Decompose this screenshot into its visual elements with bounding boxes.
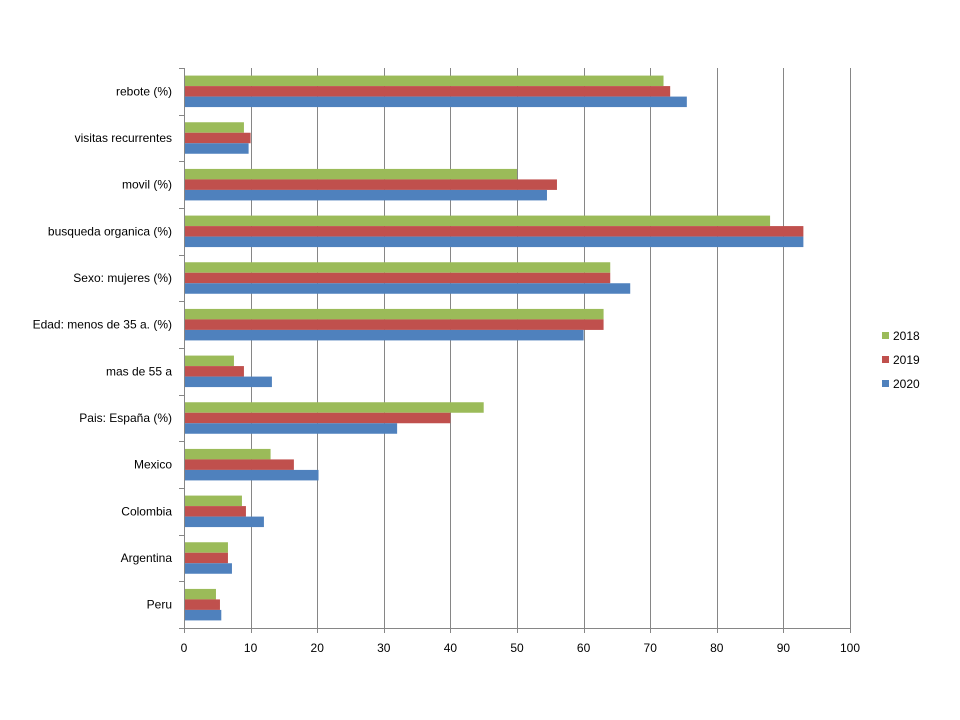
- x-tick-label: 70: [644, 641, 658, 655]
- bar-2020: [185, 609, 222, 621]
- category-label: movil (%): [122, 178, 172, 192]
- bar-2020: [185, 376, 272, 388]
- legend-label: 2019: [893, 353, 920, 367]
- category-label: rebote (%): [116, 84, 172, 98]
- bar-2018: [185, 448, 271, 460]
- bar-2019: [185, 86, 671, 97]
- x-tick-label: 60: [577, 641, 591, 655]
- bar-2018: [185, 75, 664, 87]
- category-label: mas de 55 a: [106, 364, 172, 378]
- x-tick-label: 80: [710, 641, 724, 655]
- category-label: busqueda organica (%): [48, 224, 172, 238]
- category-label: Mexico: [134, 458, 172, 472]
- bar-2020: [185, 516, 264, 528]
- x-tick-label: 0: [181, 641, 188, 655]
- legend: 2018 2019 2020: [882, 329, 920, 391]
- legend-label: 2018: [893, 329, 920, 343]
- category-labels: rebote (%) visitas recurrentes movil (%) bu…: [33, 84, 173, 611]
- bar-2018: [185, 495, 242, 507]
- bar-2018: [185, 168, 517, 180]
- x-tick-label: 10: [244, 641, 258, 655]
- bar-2019: [185, 319, 604, 330]
- bar-2020: [185, 563, 232, 574]
- category-label: Peru: [147, 598, 172, 612]
- bar-2018: [185, 122, 244, 133]
- legend-swatch-2020: [882, 380, 889, 387]
- bar-2018: [185, 402, 484, 413]
- legend-swatch-2019: [882, 356, 889, 363]
- bar-2020: [185, 283, 631, 294]
- x-tick-label: 100: [840, 641, 860, 655]
- category-label: visitas recurrentes: [75, 131, 172, 145]
- bar-2018: [185, 262, 611, 273]
- bar-2020: [185, 96, 687, 108]
- bar-2020: [185, 469, 319, 481]
- bar-2020: [185, 189, 547, 201]
- x-tick-labels: 0 10 20 30 40 50 60 70 80 90 100: [181, 641, 861, 655]
- bar-2020: [185, 143, 249, 154]
- legend-label: 2020: [893, 377, 920, 391]
- x-tick-label: 20: [311, 641, 325, 655]
- bar-2019: [185, 506, 246, 517]
- bar-2019: [185, 552, 228, 564]
- bar-2019: [185, 599, 220, 610]
- bar-2019: [185, 412, 451, 424]
- x-tick-label: 90: [777, 641, 791, 655]
- bar-2020: [185, 329, 584, 341]
- x-tick-label: 30: [377, 641, 391, 655]
- category-label: Sexo: mujeres (%): [73, 271, 172, 285]
- x-tick-label: 40: [444, 641, 458, 655]
- bar-2018: [185, 588, 216, 600]
- bar-2018: [185, 355, 234, 367]
- bar-2019: [185, 459, 294, 470]
- x-tick-label: 50: [510, 641, 524, 655]
- bar-2019: [185, 272, 611, 284]
- bar-2018: [185, 542, 228, 553]
- axes: [179, 68, 851, 633]
- bar-2019: [185, 226, 804, 237]
- bar-2019: [185, 366, 244, 377]
- bar-2019: [185, 132, 251, 144]
- bar-2020: [185, 236, 804, 248]
- category-label: Colombia: [121, 504, 172, 518]
- legend-swatch-2018: [882, 332, 889, 339]
- category-label: Edad: menos de 35 a. (%): [33, 318, 172, 332]
- bar-2019: [185, 179, 557, 190]
- bars: [185, 75, 804, 621]
- bar-2020: [185, 423, 398, 434]
- gridlines: [251, 68, 851, 628]
- bar-2018: [185, 215, 771, 227]
- category-label: Argentina: [121, 551, 173, 565]
- category-label: Pais: España (%): [79, 411, 172, 425]
- bar-2018: [185, 308, 604, 320]
